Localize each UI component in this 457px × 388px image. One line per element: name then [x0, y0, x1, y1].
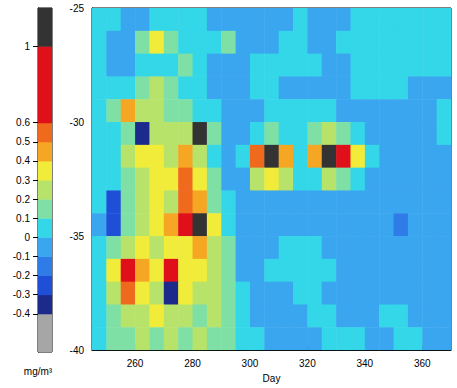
svg-text:-0.3: -0.3: [13, 289, 31, 300]
svg-text:300: 300: [242, 358, 259, 369]
svg-text:-0.4: -0.4: [13, 308, 31, 319]
svg-text:320: 320: [299, 358, 316, 369]
svg-text:Day: Day: [263, 373, 281, 384]
svg-text:-35: -35: [70, 231, 85, 242]
svg-text:1: 1: [24, 41, 30, 52]
svg-text:280: 280: [184, 358, 201, 369]
svg-text:360: 360: [414, 358, 431, 369]
svg-text:-0.2: -0.2: [13, 270, 31, 281]
svg-text:0.5: 0.5: [16, 136, 30, 147]
svg-text:-0.1: -0.1: [13, 251, 31, 262]
svg-text:0.1: 0.1: [16, 213, 30, 224]
svg-text:-30: -30: [70, 117, 85, 128]
svg-text:mg/m³: mg/m³: [24, 366, 53, 377]
svg-text:0: 0: [24, 232, 30, 243]
svg-text:340: 340: [356, 358, 373, 369]
svg-text:0.3: 0.3: [16, 175, 30, 186]
svg-text:-25: -25: [70, 3, 85, 14]
svg-text:0.6: 0.6: [16, 117, 30, 128]
svg-text:-40: -40: [70, 345, 85, 356]
svg-text:0.4: 0.4: [16, 155, 30, 166]
svg-text:0.2: 0.2: [16, 194, 30, 205]
svg-text:260: 260: [127, 358, 144, 369]
